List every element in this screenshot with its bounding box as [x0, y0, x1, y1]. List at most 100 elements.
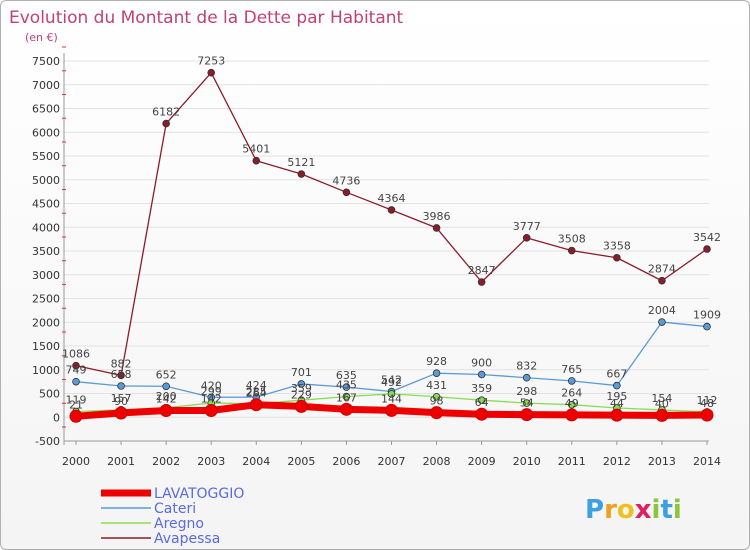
data-point — [294, 399, 308, 413]
logo-letter: P — [585, 495, 604, 525]
data-point — [72, 377, 80, 386]
data-label: 2847 — [468, 264, 496, 277]
data-point — [117, 371, 125, 380]
y-tick-label: 6000 — [32, 126, 60, 139]
x-tick-label: 2006 — [332, 455, 360, 468]
x-tick-label: 2010 — [513, 455, 541, 468]
chart-subtitle: (en €) — [25, 31, 58, 44]
data-label: 359 — [291, 382, 312, 395]
data-point — [613, 253, 621, 262]
data-point — [207, 68, 216, 77]
logo-letter: x — [635, 495, 652, 525]
x-tick-label: 2013 — [648, 455, 676, 468]
x-tick-label: 2000 — [62, 455, 90, 468]
data-point — [385, 403, 398, 417]
data-point — [477, 278, 486, 286]
y-tick-label: 7000 — [32, 79, 60, 92]
data-point — [522, 399, 531, 407]
y-tick-label: 2500 — [32, 293, 60, 306]
data-label: 119 — [66, 394, 87, 407]
data-label: 4736 — [332, 174, 360, 187]
x-tick-label: 2012 — [603, 455, 631, 468]
y-tick-label: 5000 — [32, 174, 60, 187]
x-tick-label: 2008 — [423, 455, 451, 468]
data-point — [72, 361, 80, 370]
data-label: 7253 — [197, 55, 225, 68]
data-label: 6182 — [152, 106, 180, 119]
data-point — [387, 206, 396, 214]
data-label: 112 — [697, 394, 718, 407]
data-label: 3777 — [513, 220, 541, 233]
data-point — [610, 408, 624, 422]
data-label: 359 — [471, 382, 492, 395]
data-point — [432, 224, 441, 232]
data-point — [520, 408, 534, 422]
data-label: 928 — [426, 355, 447, 368]
data-point — [297, 170, 306, 178]
data-label: 21 — [69, 398, 83, 411]
data-point — [69, 409, 83, 423]
x-tick-label: 2011 — [558, 455, 586, 468]
data-label: 40 — [655, 397, 669, 410]
data-label: 49 — [565, 397, 579, 410]
data-label: 5401 — [242, 143, 270, 156]
data-label: 3508 — [558, 233, 586, 246]
data-point — [432, 369, 441, 377]
y-tick-label: 3500 — [32, 245, 60, 258]
data-label: 54 — [520, 397, 534, 410]
data-point — [117, 382, 125, 390]
legend-label: Cateri — [154, 501, 196, 517]
data-point — [162, 119, 170, 128]
data-label: 157 — [111, 392, 132, 405]
data-label: 98 — [430, 395, 444, 408]
data-label: 64 — [475, 396, 489, 409]
y-tick-label: 6500 — [32, 103, 60, 116]
data-label: 264 — [246, 387, 267, 400]
y-tick-label: 5500 — [32, 150, 60, 163]
data-point — [567, 400, 576, 409]
data-label: 2874 — [648, 263, 676, 276]
data-label: 264 — [561, 387, 582, 400]
logo-letter: i — [673, 495, 682, 525]
data-label: 90 — [114, 395, 128, 408]
y-tick-label: 7500 — [32, 55, 60, 68]
data-point — [477, 370, 486, 379]
data-point — [342, 188, 351, 197]
data-label: 48 — [700, 397, 714, 410]
data-point — [475, 407, 489, 421]
data-label: 667 — [606, 368, 627, 381]
data-point — [159, 404, 173, 418]
data-point — [252, 156, 261, 165]
y-tick-label: 500 — [39, 388, 60, 401]
data-label: 424 — [246, 379, 267, 392]
data-point — [567, 377, 576, 385]
data-point — [567, 246, 576, 255]
data-point — [249, 398, 263, 412]
legend-label: Avapessa — [154, 531, 220, 547]
chart-title: Evolution du Montant de la Dette par Hab… — [9, 8, 404, 28]
data-point — [522, 373, 531, 382]
data-point — [703, 322, 711, 331]
y-tick-label: 2000 — [32, 316, 60, 329]
data-point — [342, 383, 351, 391]
data-label: 765 — [561, 363, 582, 376]
proxiti-logo: Proxiti — [585, 495, 682, 525]
data-point — [700, 408, 714, 422]
x-tick-label: 2002 — [152, 455, 180, 468]
data-point — [565, 408, 579, 422]
y-tick-label: 1500 — [32, 340, 60, 353]
logo-letter: i — [652, 495, 661, 525]
legend-label: Aregno — [154, 516, 204, 532]
x-tick-label: 2014 — [693, 455, 721, 468]
data-label: 435 — [336, 379, 357, 392]
data-point — [522, 234, 531, 242]
data-point — [477, 396, 486, 404]
data-label: 299 — [201, 385, 222, 398]
logo-letter: t — [660, 495, 672, 525]
data-label: 195 — [606, 390, 627, 403]
x-tick-label: 2004 — [242, 455, 270, 468]
data-point — [658, 318, 666, 326]
